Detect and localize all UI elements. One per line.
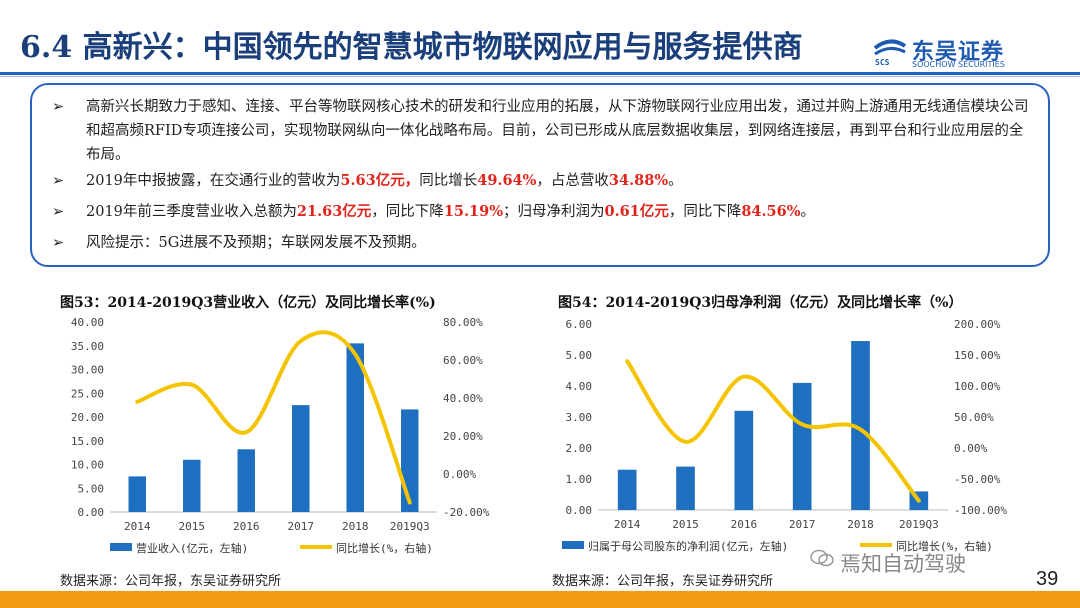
- bar: [851, 341, 870, 510]
- y-left-tick-label: 10.00: [71, 459, 104, 472]
- y-right-tick-label: 150.00%: [954, 349, 1001, 362]
- y-right-tick-label: -100.00%: [954, 504, 1007, 517]
- y-left-tick-label: 40.00: [71, 316, 104, 329]
- chart-1-title: 图53：2014-2019Q3营业收入（亿元）及同比增长率(%): [60, 295, 436, 311]
- y-left-tick-label: 25.00: [71, 387, 104, 400]
- y-right-tick-label: 100.00%: [954, 380, 1001, 393]
- bar: [183, 459, 201, 512]
- x-tick-label: 2014: [614, 518, 641, 531]
- x-tick-label: 2016: [731, 518, 758, 531]
- y-right-tick-label: 60.00%: [443, 354, 483, 367]
- y-left-tick-label: 2.00: [566, 442, 593, 455]
- footer-bar: [0, 591, 1080, 608]
- y-left-tick-label: 15.00: [71, 435, 104, 448]
- y-left-tick-label: 0.00: [566, 504, 593, 517]
- bullet-arrow-icon: ➢: [52, 173, 65, 189]
- logo-subtitle: SOOCHOW SECURITIES: [912, 60, 1005, 69]
- y-left-tick-label: 3.00: [566, 411, 593, 424]
- logo-mark-icon: SCS: [873, 39, 907, 67]
- bar: [237, 449, 255, 512]
- y-left-tick-label: 0.00: [78, 506, 105, 519]
- y-left-tick-label: 1.00: [566, 473, 593, 486]
- y-right-tick-label: 20.00%: [443, 430, 483, 443]
- x-tick-label: 2018: [342, 520, 369, 533]
- revenue-chart: 0.00 5.00 10.00 15.00 20.00 25.00 30.00 35.00 40…: [71, 316, 490, 555]
- bar: [128, 476, 146, 512]
- bar: [792, 382, 812, 510]
- x-tick-label: 2016: [233, 520, 260, 533]
- y-left-tick-label: 35.00: [71, 340, 104, 353]
- bullet-text: 风险提示：5G进展不及预期；车联网发展不及预期。: [86, 235, 426, 251]
- bullet-arrow-icon: ➢: [52, 204, 65, 220]
- summary-bullet-1: ➢ 高新兴长期致力于感知、连接、平台等物联网核心技术的研发和行业应用的拓展，从下…: [52, 95, 1032, 167]
- y-left-tick-label: 5.00: [78, 482, 105, 495]
- x-tick-label: 2017: [288, 520, 315, 533]
- y-left-tick-label: 6.00: [566, 318, 593, 331]
- header-divider-thin: [0, 76, 1080, 77]
- x-tick-label: 2014: [124, 520, 151, 533]
- bar: [676, 466, 695, 510]
- legend-bar-label: 营业收入(亿元，左轴): [136, 541, 248, 555]
- x-tick-label: 2019Q3: [899, 518, 939, 531]
- legend-bar-swatch: [110, 543, 132, 551]
- header-divider: [0, 72, 1080, 75]
- company-logo: SCS 东吴证券 SOOCHOW SECURITIES: [872, 36, 1072, 69]
- page-title: 6.4 高新兴：中国领先的智慧城市物联网应用与服务提供商: [20, 30, 803, 65]
- page-number: 39: [1036, 568, 1059, 590]
- legend-line-label: 同比增长(%，右轴): [336, 541, 433, 555]
- slide-header: 6.4 高新兴：中国领先的智慧城市物联网应用与服务提供商 SCS 东吴证券 SO…: [0, 0, 1080, 77]
- bar: [292, 405, 310, 512]
- chart-1-source: 数据来源：公司年报，东吴证券研究所: [60, 574, 282, 589]
- wechat-icon: [810, 549, 834, 567]
- summary-bullet-3: ➢ 2019年前三季度营业收入总额为21.63亿元，同比下降15.19%；归母净…: [52, 200, 1032, 224]
- x-tick-label: 2015: [179, 520, 206, 533]
- legend-bar-label: 归属于母公司股东的净利润(亿元，左轴): [588, 539, 788, 553]
- y-right-tick-label: 80.00%: [443, 316, 483, 329]
- y-right-tick-label: 200.00%: [954, 318, 1001, 331]
- growth-line: [135, 330, 412, 505]
- y-left-tick-label: 30.00: [71, 364, 104, 377]
- growth-line: [625, 359, 921, 503]
- y-left-tick-label: 20.00: [71, 411, 104, 424]
- x-tick-label: 2019Q3: [390, 520, 430, 533]
- logo-mark-text: SCS: [875, 58, 890, 66]
- y-right-tick-label: -50.00%: [954, 473, 1001, 486]
- summary-bullet-4: ➢ 风险提示：5G进展不及预期；车联网发展不及预期。: [52, 231, 1032, 255]
- bar: [617, 469, 637, 510]
- bullet-arrow-icon: ➢: [52, 99, 65, 115]
- net-profit-chart: 0.00 1.00 2.00 3.00 4.00 5.00 6.00 -100.00% -50.…: [562, 318, 1007, 553]
- bar: [346, 343, 364, 512]
- x-tick-label: 2018: [847, 518, 874, 531]
- y-right-tick-label: 0.00%: [954, 442, 987, 455]
- legend-line-label: 同比增长(%，右轴): [896, 539, 993, 553]
- summary-box: ➢ 高新兴长期致力于感知、连接、平台等物联网核心技术的研发和行业应用的拓展，从下…: [30, 83, 1050, 267]
- bullet-text: 高新兴长期致力于感知、连接、平台等物联网核心技术的研发和行业应用的拓展，从下游物…: [86, 99, 1029, 163]
- x-tick-label: 2015: [672, 518, 699, 531]
- y-left-tick-label: 5.00: [566, 349, 593, 362]
- bullet-text: 2019年中报披露，在交通行业的营收为5.63亿元，同比增长49.64%，占总营…: [86, 172, 683, 189]
- x-tick-label: 2017: [789, 518, 816, 531]
- watermark-text: 焉知自动驾驶: [840, 552, 966, 576]
- bullet-text: 2019年前三季度营业收入总额为21.63亿元，同比下降15.19%；归母净利润…: [86, 203, 816, 220]
- bar: [734, 410, 754, 510]
- logo-name: 东吴证券: [912, 40, 1005, 65]
- chart-2-source: 数据来源：公司年报，东吴证券研究所: [552, 574, 774, 589]
- y-right-tick-label: 40.00%: [443, 392, 483, 405]
- y-left-tick-label: 4.00: [566, 380, 593, 393]
- y-right-tick-label: 0.00%: [443, 468, 476, 481]
- chart-2-title: 图54：2014-2019Q3归母净利润（亿元）及同比增长率（%）: [558, 295, 963, 311]
- y-right-tick-label: 50.00%: [954, 411, 994, 424]
- y-right-tick-label: -20.00%: [443, 506, 490, 519]
- summary-bullet-2: ➢ 2019年中报披露，在交通行业的营收为5.63亿元，同比增长49.64%，占…: [52, 169, 1032, 193]
- legend-bar-swatch: [562, 541, 584, 549]
- bullet-arrow-icon: ➢: [52, 235, 65, 251]
